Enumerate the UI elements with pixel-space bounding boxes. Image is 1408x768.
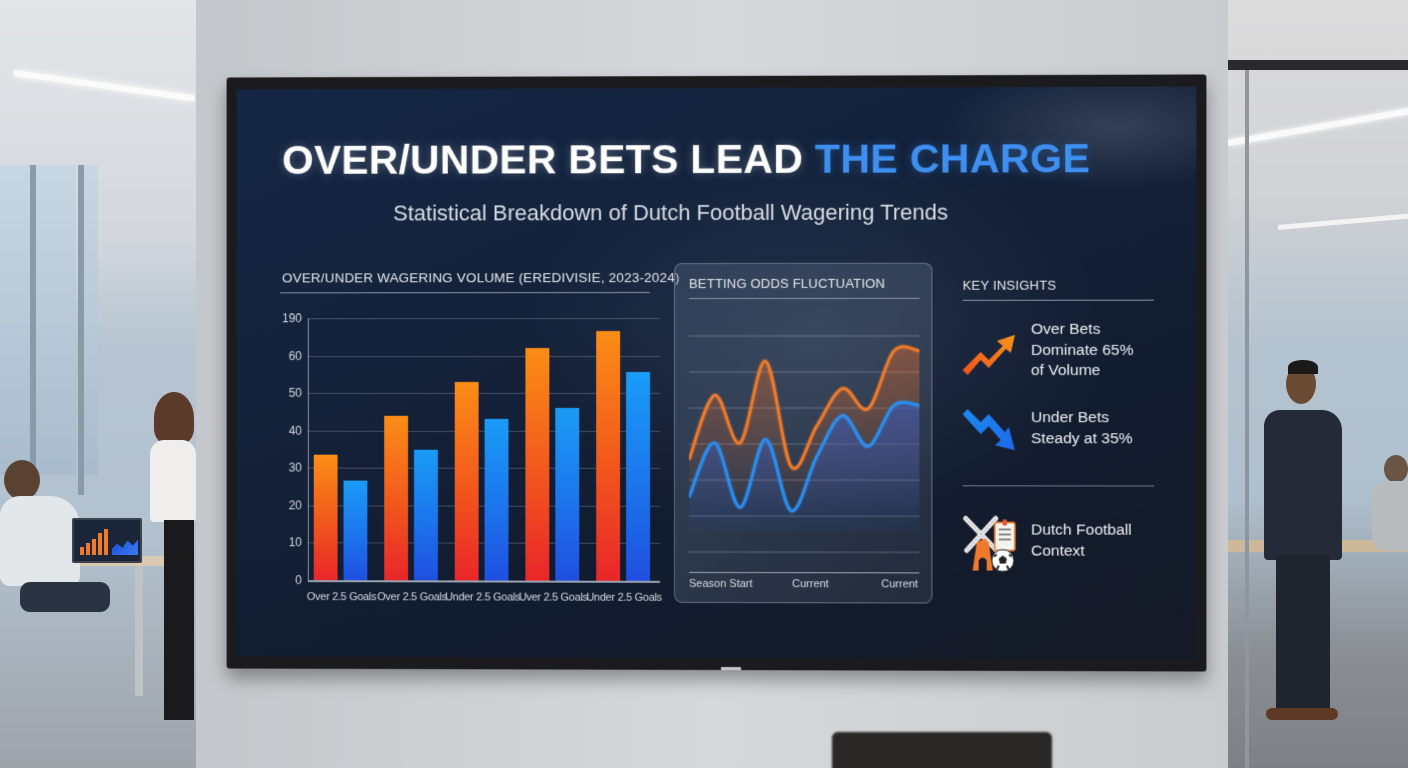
insight-text: Under Bets Steady at 35%: [1030, 409, 1133, 447]
insights-title: KEY INSIGHTS: [962, 277, 1057, 293]
desk-leg: [135, 566, 143, 696]
over-bar: [313, 454, 338, 581]
over-bar: [384, 415, 409, 581]
wall-tv: OVER/UNDER BETS LEAD THE CHARGE Statisti…: [226, 74, 1207, 672]
under-bar: [343, 481, 368, 581]
title-main: OVER/UNDER BETS LEAD: [282, 135, 815, 183]
x-tick-label: Over 2.5 Goals: [377, 591, 447, 604]
standing-man: [1250, 360, 1350, 730]
y-tick-label: 40: [288, 423, 302, 438]
tv-logo: [720, 667, 742, 671]
y-tick-label: 190: [282, 311, 302, 326]
over-bar: [525, 348, 550, 581]
windmill-football-icon: [961, 512, 1021, 579]
office-background-left: [0, 0, 196, 768]
under-odds-area: [689, 402, 920, 532]
glass-edge: [1245, 70, 1249, 768]
under-bar: [484, 419, 509, 581]
insight-text: Dutch Football Context: [1030, 521, 1132, 560]
x-tick-label: Over 2.5 Goals: [306, 591, 377, 604]
trend-up-arrow-icon: [961, 332, 1019, 381]
under-bar: [414, 449, 438, 581]
gridline: [307, 318, 661, 320]
divider: [280, 292, 651, 294]
y-tick-label: 10: [288, 535, 302, 550]
title-accent: THE CHARGE: [814, 135, 1091, 182]
y-tick-label: 0: [295, 573, 302, 588]
key-insights-panel: KEY INSIGHTS Over Bets Dominate 65% of V…: [959, 263, 1160, 595]
chart-title: BETTING ODDS FLUCTUATION: [689, 275, 886, 292]
window-mullion: [78, 165, 84, 495]
y-tick-label: 60: [288, 348, 302, 363]
x-label-season-start: Season Start: [689, 577, 753, 591]
y-tick-label: 20: [288, 498, 302, 513]
under-bar: [626, 372, 651, 581]
ceiling-light: [1228, 105, 1408, 146]
dashboard-screen: OVER/UNDER BETS LEAD THE CHARGE Statisti…: [236, 86, 1197, 660]
trend-down-arrow-icon: [961, 408, 1019, 457]
over-bar: [454, 381, 479, 581]
standing-person: [150, 392, 196, 722]
y-tick-label: 30: [288, 460, 302, 475]
divider: [962, 485, 1154, 487]
odds-fluctuation-card: BETTING ODDS FLUCTUATION Season Start Cu…: [674, 262, 933, 604]
wagering-volume-chart: OVER/UNDER WAGERING VOLUME (EREDIVISIE, …: [274, 264, 680, 604]
window-mullion: [30, 165, 36, 495]
odds-line-chart: [689, 300, 920, 573]
x-tick-label: Uver 2.5 Goals: [518, 591, 588, 604]
seated-person: [0, 460, 110, 660]
page-title: OVER/UNDER BETS LEAD THE CHARGE: [282, 135, 1142, 184]
laptop-with-charts: [72, 518, 142, 563]
chair-back: [832, 732, 1052, 768]
page-subtitle: Statistical Breakdown of Dutch Football …: [393, 199, 949, 226]
window-pane: [84, 165, 98, 475]
over-bar: [596, 331, 621, 581]
office-background-right: [1228, 0, 1408, 768]
x-tick-label: Under 2.5 Goals: [586, 591, 662, 604]
x-label-current-end: Current: [881, 578, 919, 591]
ceiling-light: [13, 70, 195, 102]
y-tick-label: 50: [288, 386, 302, 401]
divider: [689, 297, 920, 300]
x-tick-label: Under 2.5 Goals: [445, 591, 521, 604]
under-bar: [555, 408, 580, 581]
x-axis: [689, 571, 920, 574]
seated-worker: [1368, 455, 1408, 565]
ceiling-light: [1277, 212, 1408, 230]
x-label-current: Current: [792, 578, 829, 591]
bar-plot-area: 0 10 20 30 40 50 60 190 Over 2.5 Goals Over 2.5 G…: [282, 311, 662, 604]
chart-title: OVER/UNDER WAGERING VOLUME (EREDIVISIE, …: [282, 270, 680, 286]
divider: [962, 299, 1154, 301]
glass-partition-frame: [1228, 60, 1408, 70]
insight-text: Over Bets Dominate 65% of Volume: [1030, 320, 1134, 380]
window-pane: [36, 165, 76, 475]
